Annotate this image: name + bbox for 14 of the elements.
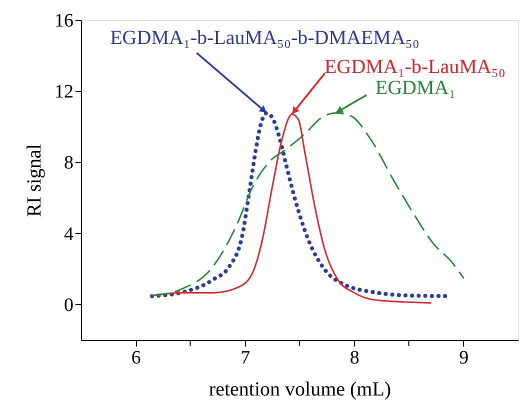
x-tick-label: 7 [240,348,250,368]
annotation: EGDMA₁-b-LauMA₅₀ [324,56,506,78]
y-tick-label: 8 [64,152,74,174]
x-axis-title: retention volume (mL) [208,378,392,400]
x-tick-label: 9 [459,348,469,368]
y-tick-label: 0 [64,294,74,316]
annotation: EGDMA₁-b-LauMA₅₀-b-DMAEMA₅₀ [110,26,420,49]
x-tick-label: 6 [131,348,141,368]
annotation: EGDMA₁ [375,76,456,99]
y-tick-label: 12 [54,82,74,103]
y-axis-title: RI signal [24,144,46,217]
y-tick-label: 16 [54,10,74,32]
x-tick-label: 8 [350,348,360,368]
y-tick-label: 4 [64,224,74,245]
